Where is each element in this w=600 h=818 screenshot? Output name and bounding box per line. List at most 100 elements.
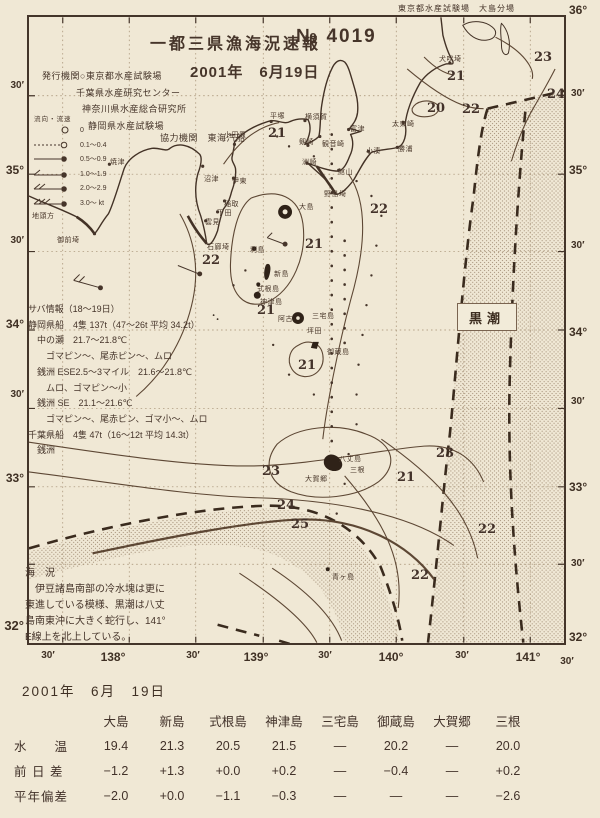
place-label-odawara: 小田原 [224,132,247,139]
sea-chart [29,17,564,643]
place-label-tsurugizaki: 剱崎 [299,139,314,146]
isotherm-label: 21 [397,470,416,485]
legend-title: 流向・流速 [34,116,72,123]
temp-value: 20.0 [495,738,521,753]
issue-date: 2001年 6月19日 [190,64,320,81]
isotherm-label: 22 [478,522,497,537]
place-label-ako: 阿古 [278,316,293,323]
place-label-numazu: 沼津 [204,176,219,183]
saba-line: ゴマピン〜、尾赤ピン、ゴマ小〜、ムロ [28,413,208,424]
axis-bottom: 30′ [41,650,55,661]
axis-bottom: 30′ [455,650,469,661]
place-label-sunosaki: 洲崎 [302,159,317,166]
masthead-agency: 東京都水産試験場 大島分場 [398,4,515,13]
isotherm-contours [29,36,556,643]
place-label-futtsu: 富津 [350,126,365,133]
diff-value: +0.2 [271,763,297,778]
legend-item: 1.0〜1.9 [30,167,106,182]
sea-condition: 海 況 伊豆諸島南部の冷水塊は更に 東進している模様、黒潮は八丈 島南東沖に大き… [25,566,166,646]
axis-bottom: 140° [378,650,404,664]
sea-condition-line: 伊豆諸島南部の冷水塊は更に [25,584,165,595]
place-label-katsuura: 勝浦 [398,146,413,153]
sea-condition-line: 海 況 [25,568,55,579]
diff-value: +0.0 [215,763,241,778]
place-label-taitozaki: 太東崎 [392,121,415,128]
legend-label: 2.0〜2.9 [80,185,107,193]
place-label-tateyama: 館山 [338,169,353,176]
legend-label: 0 [80,126,84,134]
temp-value: 20.5 [215,738,241,753]
temp-value: 21.3 [159,738,185,753]
axis-bottom: 30′ [318,650,332,661]
legend-label: 1.0〜1.9 [80,170,107,178]
table-row-day-diff: 前 日 差 −1.2 +1.3 +0.0 +0.2 — −0.4 — +0.2 [10,758,536,783]
bulletin-title: 一都三県漁海況速報 [150,36,322,53]
frame-ticks [29,17,564,643]
axis-right: 32° [569,630,588,644]
axis-right: 30′ [571,88,585,99]
legend-label: 3.0〜 kt [80,199,105,207]
temp-value: 20.2 [383,738,409,753]
isotherm-label: 24 [547,87,566,102]
axis-left: 34° [5,317,24,331]
anomaly-value: — [445,788,459,803]
place-label-omaezaki: 御前埼 [57,237,80,244]
col-header: 大賀郷 [433,715,471,729]
anomaly-value: −1.1 [215,788,241,803]
place-label-toshima: 利島 [250,247,265,254]
legend-label: 0.5〜0.9 [80,156,107,164]
legend-item: 3.0〜 kt [30,196,106,211]
place-label-aogashima: 青ヶ島 [332,574,355,581]
place-label-kozushima: 神津島 [260,299,283,306]
isotherm-label: 21 [268,126,287,141]
axis-left: 30′ [10,389,24,400]
isotherm-label: 23 [262,464,281,479]
axis-bottom: 30′ [186,650,200,661]
islands [212,204,343,572]
issuer-org: 神奈川県水産総合研究所 [82,104,187,114]
axis-right: 30′ [571,240,585,251]
saba-line: ゴマピン〜、尾赤ピン〜、ムロ [28,351,173,362]
isotherm-label: 21 [298,358,317,373]
place-label-niijima: 新島 [274,271,289,278]
table-row-normal-anomaly: 平年偏差 −2.0 +0.0 −1.1 −0.3 — — — −2.6 [10,783,536,808]
temp-value: 21.5 [271,738,297,753]
issuer-line: 発行機関○東京都水産試験場 [42,71,162,81]
place-label-hiratsuka: 平塚 [270,113,285,120]
place-label-irozaki: 石廊埼 [207,244,230,251]
place-label-kannonzaki: 観音崎 [322,141,345,148]
axis-right: 30′ [571,558,585,569]
kuroshio-dashed-edges [29,89,564,643]
saba-report: サバ情報（18〜19日） 静岡県船 4隻 137t（47〜26t 平均 34.2… [28,302,207,459]
saba-line: 銭洲 ESE2.5〜3マイル 21.6〜21.8℃ [28,366,193,377]
anomaly-value: −2.0 [103,788,129,803]
axis-left: 33° [5,471,24,485]
place-label-kumomi: 雲見 [205,219,220,226]
isotherm-label: 24 [277,498,296,513]
coastline [29,17,510,246]
place-label-shikinejima: 式根島 [257,286,280,293]
col-header: 三宅島 [321,715,359,729]
anomaly-value: −0.3 [271,788,297,803]
station-dots [330,133,346,454]
place-label-miyakejima: 三宅島 [312,313,335,320]
place-label-ito: 伊東 [232,178,247,185]
isotherm-label: 22 [202,253,221,268]
current-05-09-icon [34,156,67,163]
current-10-19-icon [33,169,67,178]
temp-value: — [445,738,459,753]
saba-line: サバ情報（18〜19日） [28,304,120,314]
saba-line: 銭洲 SE 21.1〜21.6℃ [28,398,133,409]
place-label-oshima: 大島 [299,204,314,211]
legend-item: 0 [30,123,106,138]
table-row-water-temp: 水 温 19.4 21.3 20.5 21.5 — 20.2 — 20.0 [10,733,536,758]
diff-value: — [445,763,459,778]
saba-line: 静岡県船 4隻 137t（47〜26t 平均 34.2t） [28,319,200,330]
col-header: 御蔵島 [377,715,415,729]
isotherm-label: 23 [534,50,553,65]
row-label: 水 温 [14,740,69,754]
isotherm-label: 21 [257,303,276,318]
isotherm-label: 21 [447,69,466,84]
axis-right: 33° [569,480,588,494]
